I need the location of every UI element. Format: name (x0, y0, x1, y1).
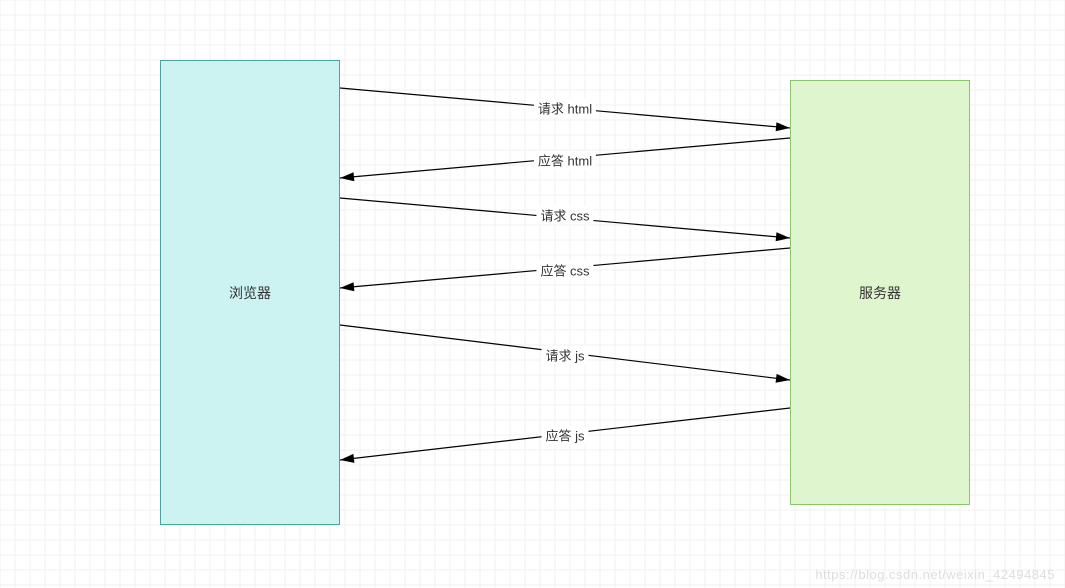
edge-label-req-css: 请求 css (536, 206, 593, 225)
arrowhead-req-js (776, 374, 790, 383)
edge-label-res-js: 应答 js (541, 426, 588, 445)
node-server: 服务器 (790, 80, 970, 505)
arrowhead-res-css (340, 282, 354, 291)
arrowhead-req-css (776, 232, 790, 241)
node-label-server: 服务器 (859, 283, 901, 303)
diagram-canvas: 浏览器 服务器 请求 html 应答 html 请求 css 应答 css 请求 js 应答… (0, 0, 1065, 588)
node-browser: 浏览器 (160, 60, 340, 525)
edge-label-res-css: 应答 css (536, 261, 593, 280)
edge-label-req-js: 请求 js (541, 346, 588, 365)
watermark-text: https://blog.csdn.net/weixin_42494845 (815, 567, 1055, 582)
arrowhead-res-js (340, 454, 354, 463)
edge-label-res-html: 应答 html (534, 151, 596, 170)
arrowhead-res-html (340, 172, 354, 181)
node-label-browser: 浏览器 (229, 283, 271, 303)
arrowhead-req-html (776, 122, 790, 131)
edge-label-req-html: 请求 html (534, 99, 596, 118)
